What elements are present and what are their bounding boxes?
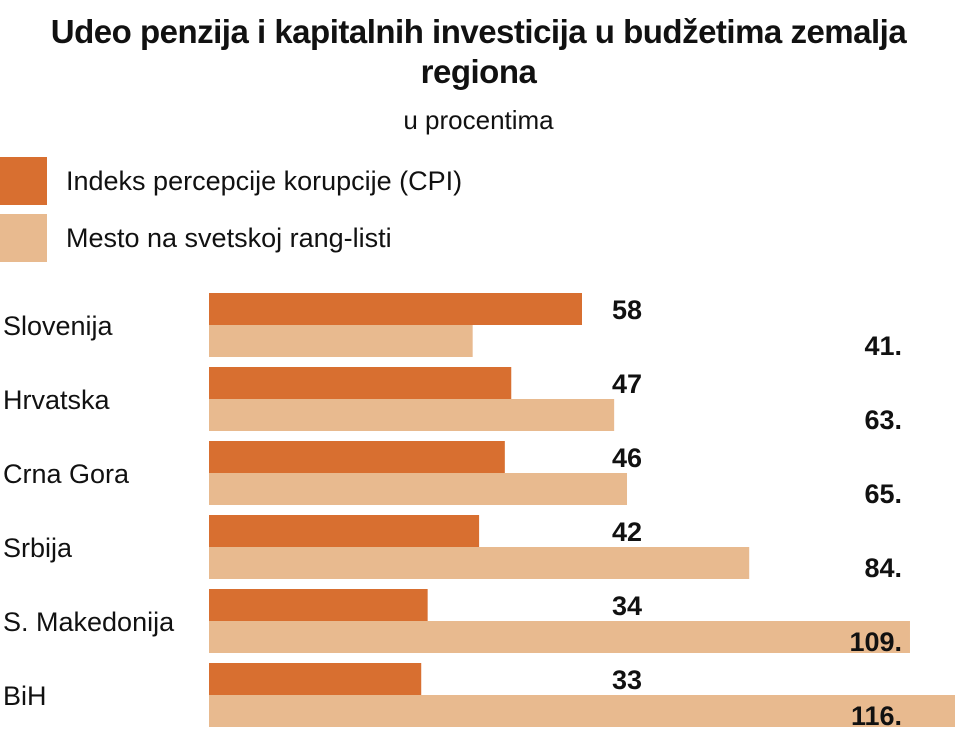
bar-rank-crna-gora (209, 473, 628, 505)
bar-cpi-hrvatska (209, 367, 512, 399)
bar-cpi-bih (209, 663, 422, 695)
chart-subtitle: u procentima (403, 105, 554, 135)
bar-rank-slovenija (209, 325, 473, 357)
bar-rank-hrvatska (209, 399, 615, 431)
bar-cpi-srbija (209, 515, 480, 547)
value-label-cpi-hrvatska: 47 (612, 369, 642, 399)
value-label-cpi-bih: 33 (612, 665, 642, 695)
value-label-rank-hrvatska: 63. (864, 405, 902, 435)
legend-item-cpi: Indeks percepcije korupcije (CPI) (0, 157, 462, 205)
category-label-bih: BiH (3, 681, 47, 711)
value-label-rank-bih: 116. (851, 701, 902, 731)
legend-label-cpi: Indeks percepcije korupcije (CPI) (66, 165, 463, 196)
chart-title: Udeo penzija i kapitalnih investicija u … (50, 13, 907, 90)
legend-label-rank: Mesto na svetskoj rang-listi (66, 222, 392, 253)
bar-rank-s-makedonija (209, 621, 910, 653)
category-label-slovenija: Slovenija (3, 311, 114, 341)
category-label-hrvatska: Hrvatska (3, 385, 111, 415)
bar-cpi-crna-gora (209, 441, 505, 473)
value-label-cpi-crna-gora: 46 (612, 443, 642, 473)
bar-cpi-s-makedonija (209, 589, 428, 621)
legend-item-rank: Mesto na svetskoj rang-listi (0, 214, 392, 262)
bar-rank-srbija (209, 547, 750, 579)
value-label-rank-crna-gora: 65. (864, 479, 902, 509)
category-label-srbija: Srbija (3, 533, 73, 563)
value-label-cpi-s-makedonija: 34 (612, 591, 642, 621)
legend-swatch-rank (0, 214, 47, 262)
bar-cpi-slovenija (209, 293, 582, 325)
category-label-crna-gora: Crna Gora (3, 459, 130, 489)
value-label-rank-s-makedonija: 109. (849, 627, 902, 657)
legend-swatch-cpi (0, 157, 47, 205)
value-label-rank-slovenija: 41. (864, 331, 902, 361)
value-label-cpi-srbija: 42 (612, 517, 642, 547)
value-label-cpi-slovenija: 58 (612, 295, 642, 325)
bar-rank-bih (209, 695, 955, 727)
value-label-rank-srbija: 84. (864, 553, 902, 583)
category-label-s-makedonija: S. Makedonija (3, 607, 175, 637)
